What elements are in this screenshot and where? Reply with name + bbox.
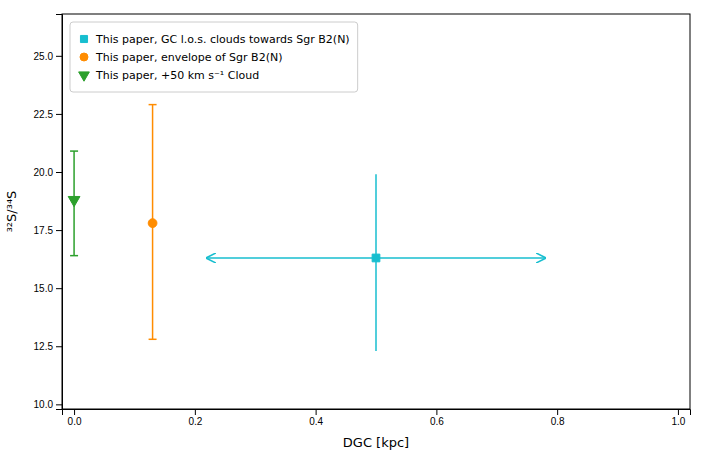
- tick-mark: [56, 346, 62, 347]
- point: [68, 196, 80, 206]
- tick-mark: [557, 409, 558, 415]
- tick-mark: [56, 230, 62, 231]
- series: [207, 174, 545, 351]
- x-axis: 0.0 0.2 0.4 0.6 0.8 1.0: [63, 409, 691, 427]
- tick-mark: [56, 172, 62, 173]
- tick-label: 22.5: [34, 109, 54, 120]
- x-error-arrow: [376, 257, 545, 259]
- tick-mark: [56, 56, 62, 57]
- tick: 10.0: [34, 399, 62, 410]
- tick-label: 1.0: [671, 416, 685, 427]
- y-axis: 10.0 12.5 15.0 17.5 20.0 22.5 25.0: [34, 15, 63, 411]
- tick: 0.4: [309, 409, 323, 427]
- error-cap: [149, 104, 157, 106]
- chart: 0.0 0.2 0.4 0.6 0.8 1.0 10.0 12.5 15.0 17.5 20.0 22…: [0, 0, 708, 457]
- marks: [68, 105, 545, 351]
- error-bar: [207, 174, 545, 351]
- tick-label: 17.5: [34, 225, 54, 236]
- tick-label: 25.0: [34, 51, 54, 62]
- x-error-arrow: [207, 257, 376, 259]
- tick: 22.5: [34, 109, 62, 120]
- plot: 0.0 0.2 0.4 0.6 0.8 1.0 10.0 12.5 15.0 17.5 20.0 22…: [34, 14, 691, 427]
- legend-label: This paper, GC l.o.s. clouds towards Sgr…: [95, 33, 350, 46]
- error-cap: [70, 150, 78, 152]
- legend: This paper, GC l.o.s. clouds towards Sgr…: [70, 22, 358, 92]
- tick-mark: [316, 409, 317, 415]
- tick-mark: [56, 288, 62, 289]
- error-bar: [149, 105, 157, 340]
- point: [372, 254, 380, 262]
- tick-label: 0.0: [68, 416, 82, 427]
- legend-symbol: [80, 35, 87, 42]
- tick: 0.8: [551, 409, 565, 427]
- tick-mark: [56, 404, 62, 405]
- tick-label: 10.0: [34, 399, 54, 410]
- error-cap: [70, 255, 78, 257]
- legend-label: This paper, envelope of Sgr B2(N): [95, 51, 282, 64]
- y-axis-title: ³²S/³⁴S: [4, 191, 19, 233]
- x-axis-title: DGC [kpc]: [343, 435, 409, 450]
- tick-label: 12.5: [34, 341, 54, 352]
- tick: 25.0: [34, 51, 62, 62]
- tick-mark: [436, 409, 437, 415]
- legend-label: This paper, +50 km s⁻¹ Cloud: [95, 69, 259, 82]
- axis-line: [56, 15, 63, 410]
- tick-mark: [195, 409, 196, 415]
- tick-label: 20.0: [34, 167, 54, 178]
- plot-frame: [62, 14, 690, 409]
- tick-mark: [56, 114, 62, 115]
- axis-line: [63, 410, 691, 416]
- tick-mark: [678, 409, 679, 415]
- tick-mark: [74, 409, 75, 415]
- tick: 20.0: [34, 167, 62, 178]
- tick: 0.6: [430, 409, 444, 427]
- series: [68, 151, 80, 256]
- point: [148, 219, 157, 228]
- tick: 1.0: [671, 409, 685, 427]
- tick-label: 15.0: [34, 283, 54, 294]
- tick-label: 0.4: [309, 416, 323, 427]
- tick-label: 0.2: [188, 416, 202, 427]
- tick: 0.2: [188, 409, 202, 427]
- legend-symbol: [80, 53, 88, 61]
- tick: 0.0: [68, 409, 82, 427]
- tick: 15.0: [34, 283, 62, 294]
- series: [148, 105, 157, 340]
- legend-box: [70, 22, 358, 92]
- tick: 17.5: [34, 225, 62, 236]
- y-error-line: [375, 174, 377, 351]
- legend-symbol: [79, 72, 90, 81]
- tick-label: 0.6: [430, 416, 444, 427]
- tick-label: 0.8: [551, 416, 565, 427]
- tick: 12.5: [34, 341, 62, 352]
- error-cap: [149, 339, 157, 341]
